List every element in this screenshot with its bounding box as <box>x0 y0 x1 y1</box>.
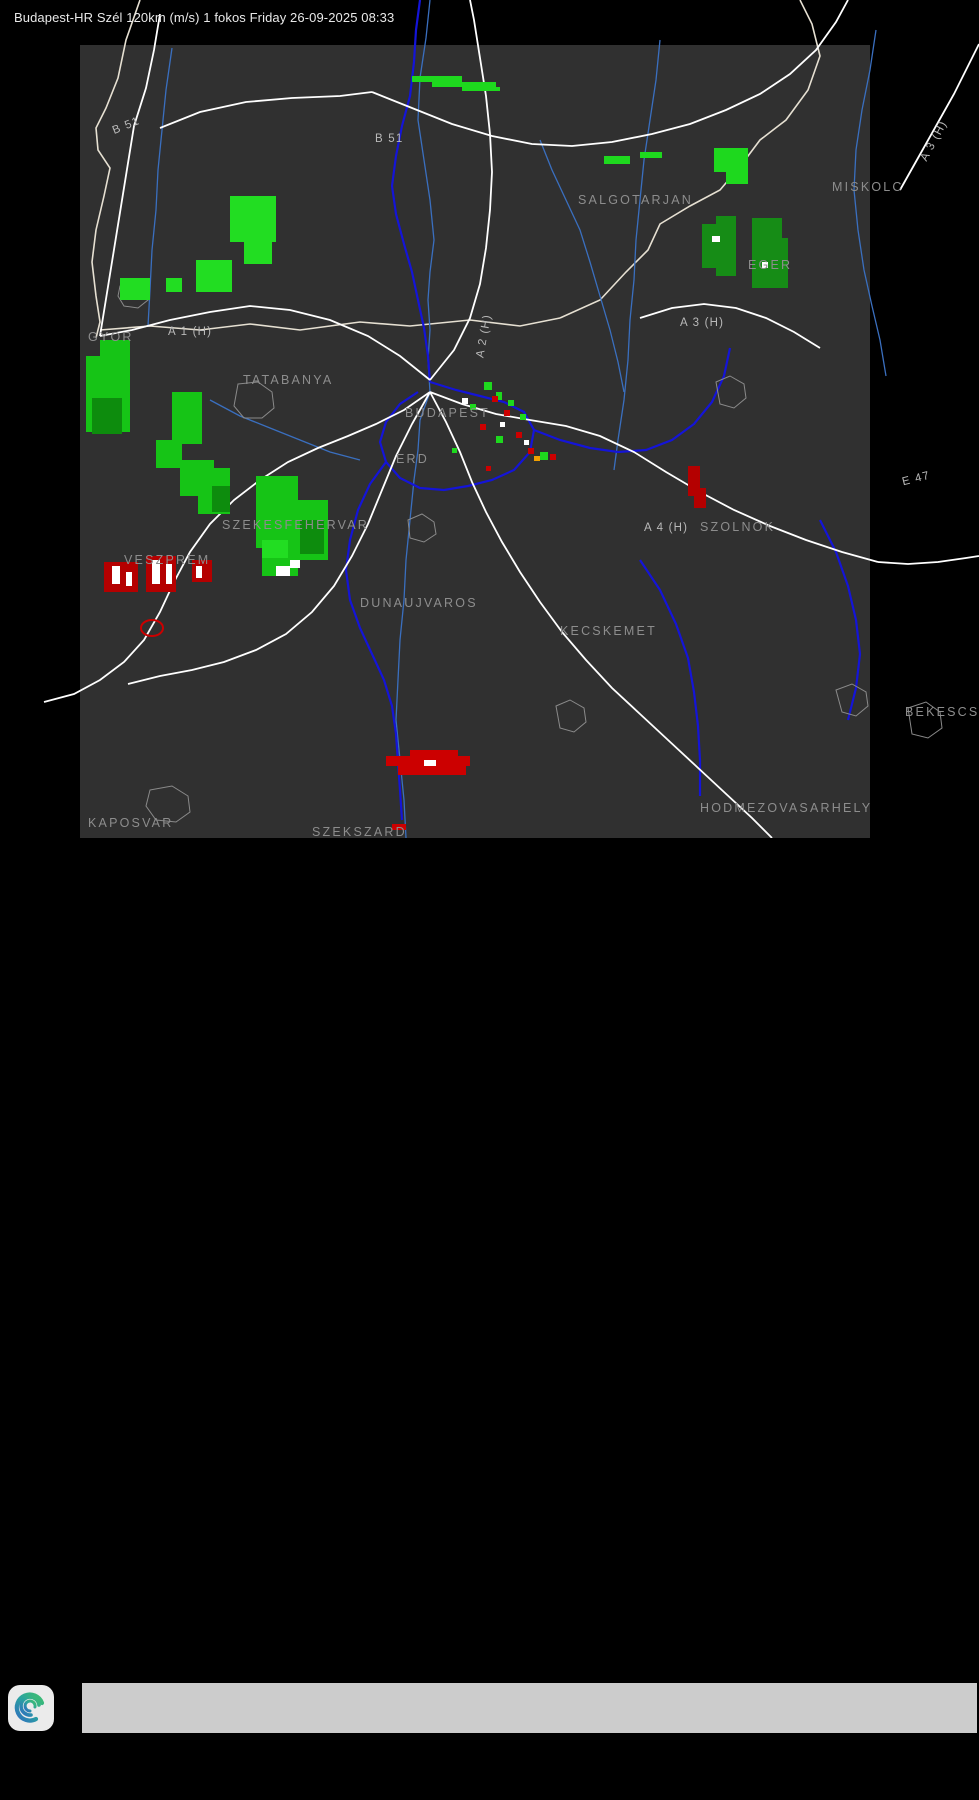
radar-application-window: Budapest-HR Szél 120km (m/s) 1 fokos Fri… <box>0 0 979 1733</box>
geographic-overlay <box>43 0 979 838</box>
page-title: Budapest-HR Szél 120km (m/s) 1 fokos Fri… <box>14 10 395 25</box>
echo-cell <box>534 456 540 461</box>
echo-cell <box>112 560 202 586</box>
road-label: A 1 (H) <box>168 326 213 338</box>
radar-echo-layer <box>86 76 788 830</box>
radar-map[interactable]: SALGOTARJAN MISKOLC EGER GYOR TATABANYA … <box>0 0 979 838</box>
echo-cell <box>140 619 164 637</box>
echo-cell <box>412 76 500 91</box>
echo-cell <box>120 196 276 300</box>
echo-cell <box>86 340 328 576</box>
spiral-swirl-logo-icon <box>8 1685 54 1731</box>
echo-cell <box>604 148 748 184</box>
road-label: A 3 (H) <box>680 317 725 329</box>
echo-cell <box>688 466 706 508</box>
echo-cell <box>92 398 324 554</box>
echo-cell <box>712 236 768 268</box>
road-label: B 51 <box>375 133 404 145</box>
echo-cell <box>702 216 788 288</box>
color-scale-legend: Budapest-HR Wind m/s -64-42-40-38-36-34-… <box>82 1683 977 1733</box>
echo-cell <box>276 560 300 576</box>
settlement-outline-layer <box>117 199 943 823</box>
road-label: A 4 (H) <box>644 522 689 534</box>
river-layer <box>147 0 887 838</box>
echo-cell <box>392 824 406 830</box>
echo-cell <box>462 398 529 445</box>
echo-cell <box>452 382 548 460</box>
road-layer <box>43 0 979 838</box>
echo-cell <box>424 760 436 766</box>
echo-cell <box>262 540 288 558</box>
echo-cell <box>480 396 556 471</box>
bottom-bar: Budapest-HR Wind m/s -64-42-40-38-36-34-… <box>0 838 979 1733</box>
